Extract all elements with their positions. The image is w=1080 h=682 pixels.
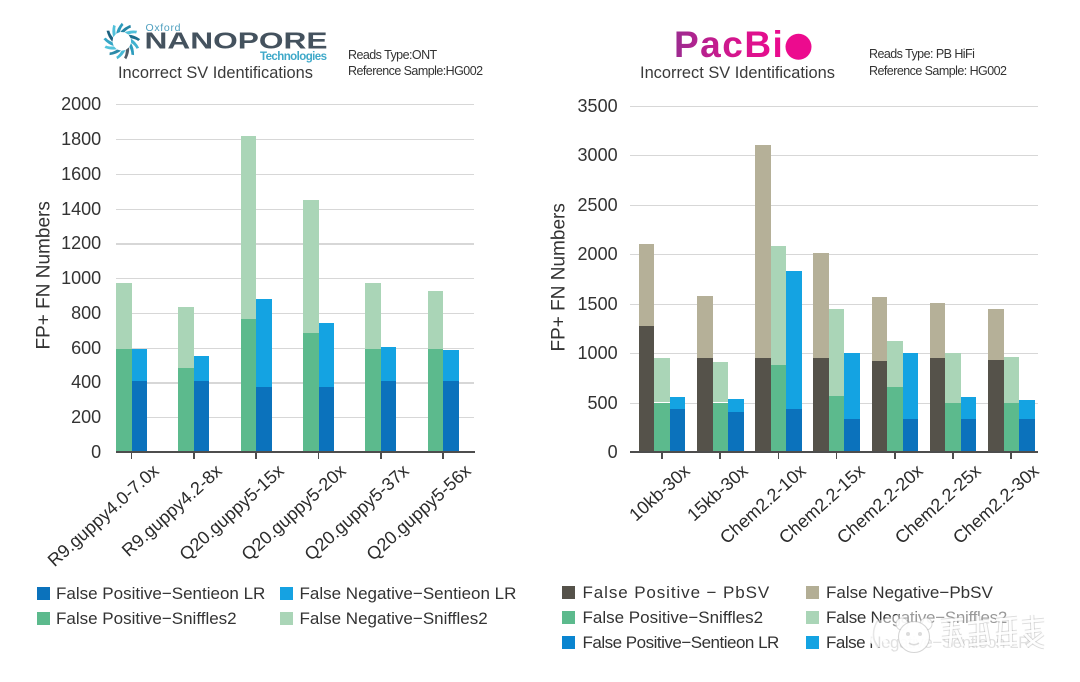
svg-text:Oxford: Oxford	[146, 22, 181, 34]
svg-text:PacBi: PacBi	[674, 24, 784, 64]
svg-text:Technologies: Technologies	[260, 51, 327, 63]
svg-text:NANOPORE: NANOPORE	[145, 27, 328, 53]
